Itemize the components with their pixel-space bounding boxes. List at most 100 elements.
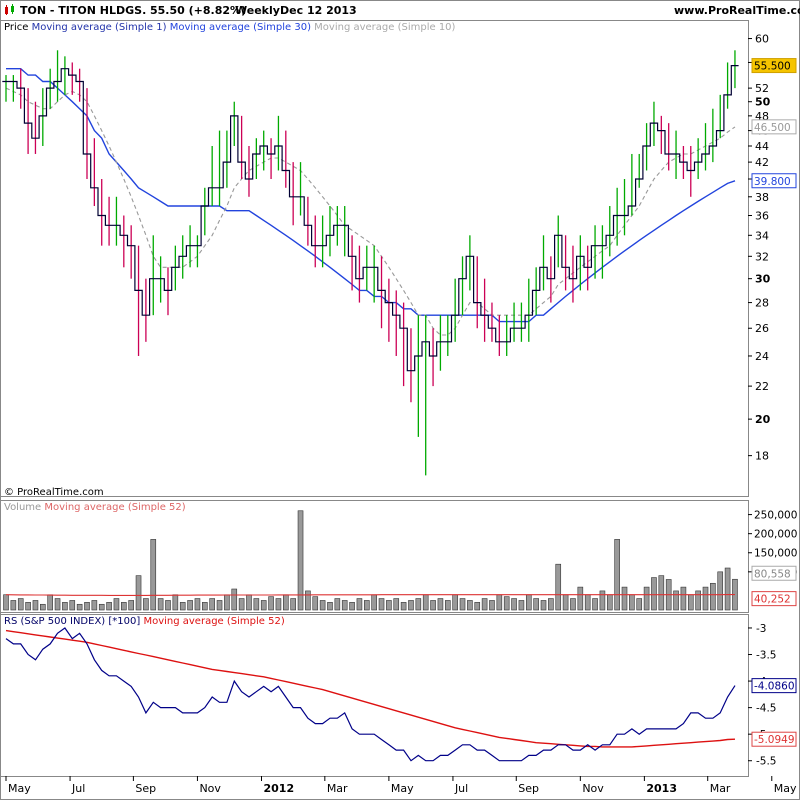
x-tick-label: Jul xyxy=(71,782,85,795)
volume-bar xyxy=(496,594,503,611)
period-label: Weekly xyxy=(235,4,280,17)
price-tick-label: 60 xyxy=(755,33,769,46)
volume-legend: Volume Moving average (Simple 52) xyxy=(4,502,186,513)
volume-bar xyxy=(224,594,230,611)
volume-bar xyxy=(386,600,392,611)
volume-bar xyxy=(135,575,142,611)
ticker-title: TON - TITON HLDGS. xyxy=(20,4,147,17)
volume-bar xyxy=(489,600,495,611)
volume-bar xyxy=(3,594,9,611)
volume-bar xyxy=(194,598,201,611)
x-tick-label: May xyxy=(8,782,31,795)
volume-bar xyxy=(62,602,68,611)
volume-last-label-0: 80,558 xyxy=(754,568,791,580)
volume-last-label-1: 40,252 xyxy=(754,594,791,606)
volume-bar xyxy=(121,602,127,611)
x-tick-label: May xyxy=(391,782,414,795)
volume-bar xyxy=(629,594,635,611)
volume-bar xyxy=(32,600,39,611)
volume-bar xyxy=(246,594,252,611)
volume-bar xyxy=(481,598,488,611)
rs-ma-line xyxy=(5,629,736,748)
volume-bar xyxy=(518,600,525,611)
volume-bar xyxy=(319,600,326,611)
rs-last-label-1-box xyxy=(751,731,797,747)
volume-bar xyxy=(658,575,665,611)
volume-bar xyxy=(599,590,606,611)
volume-bar xyxy=(606,594,613,611)
x-tick-label: Sep xyxy=(135,782,156,795)
date-label: Dec 12 2013 xyxy=(280,4,357,17)
volume-bar xyxy=(422,594,429,611)
volume-bar xyxy=(275,598,282,611)
x-tick-label: Nov xyxy=(199,782,221,795)
volume-bar xyxy=(150,539,157,611)
price-last-label-2-box xyxy=(751,173,797,189)
rs-last-label-1: -5.0949 xyxy=(754,734,795,746)
volume-last-label-1-box xyxy=(751,591,797,607)
price-last-label-1-box xyxy=(751,119,797,135)
volume-bar xyxy=(437,598,444,611)
price-tick-label: 52 xyxy=(755,82,769,95)
price-legend-prefix: Price xyxy=(4,22,29,33)
volume-bar xyxy=(143,598,149,611)
volume-bar xyxy=(172,594,179,611)
volume-bar xyxy=(238,598,245,611)
volume-bar xyxy=(511,598,517,611)
volume-bar xyxy=(577,586,584,611)
volume-bar xyxy=(584,594,591,611)
price-tick-label: 44 xyxy=(755,140,769,153)
price-tick-label: 30 xyxy=(755,273,771,286)
volume-bar xyxy=(17,598,24,611)
price-tick-label: 36 xyxy=(755,210,769,223)
volume-bar xyxy=(202,602,208,611)
price-tick-label: 24 xyxy=(755,350,769,363)
volume-bar xyxy=(47,594,53,611)
x-tick-label: Nov xyxy=(582,782,604,795)
volume-bar xyxy=(54,598,61,611)
rs-last-label-0-box xyxy=(751,678,797,694)
rs-tick-label: -3.5 xyxy=(756,650,777,662)
volume-bar xyxy=(253,598,260,611)
rs-tick-label: -4.5 xyxy=(756,703,777,715)
volume-bar xyxy=(305,590,311,611)
volume-bar xyxy=(673,590,679,611)
volume-bar xyxy=(400,602,407,611)
rs-legend-ma: Moving average (Simple 52) xyxy=(143,616,285,627)
x-tick-label: Sep xyxy=(518,782,539,795)
price-tick-label: 32 xyxy=(755,250,769,263)
price-tick-label: 34 xyxy=(755,229,769,242)
volume-tick-label: 200,000 xyxy=(754,529,797,541)
rs-tick-label: -5.5 xyxy=(756,756,777,768)
rs-tick-label: -3 xyxy=(756,623,766,635)
volume-bar xyxy=(548,598,554,611)
volume-bar xyxy=(452,594,458,611)
volume-bar xyxy=(371,594,377,611)
price-last-label-2: 39.800 xyxy=(754,176,791,188)
volume-bar xyxy=(459,598,466,611)
volume-bar xyxy=(614,539,620,611)
price-last-label-0: 55.500 xyxy=(754,61,791,73)
volume-bar xyxy=(349,602,355,611)
volume-bar xyxy=(69,600,76,611)
volume-bar xyxy=(209,598,215,611)
volume-bar xyxy=(128,600,134,611)
volume-bar xyxy=(98,603,105,611)
price-tick-label: 38 xyxy=(755,191,769,204)
volume-bar xyxy=(474,602,481,611)
price-tick-label: 18 xyxy=(755,450,769,463)
ma10-line xyxy=(5,87,736,336)
volume-bar xyxy=(651,577,657,611)
volume-bar xyxy=(25,602,31,611)
site-label: www.ProRealTime.com xyxy=(674,4,800,17)
volume-bar xyxy=(636,598,643,611)
volume-tick-label: 150,000 xyxy=(754,548,797,560)
rs-legend: RS (S&P 500 INDEX) [*100] Moving average… xyxy=(4,616,285,627)
x-tick-label: 2012 xyxy=(264,782,295,795)
volume-bar xyxy=(717,571,724,611)
x-tick-label: Jul xyxy=(454,782,468,795)
volume-bar xyxy=(231,588,238,611)
volume-bar xyxy=(341,600,348,611)
last-price: 55.50 (+8.82%) xyxy=(150,4,247,17)
